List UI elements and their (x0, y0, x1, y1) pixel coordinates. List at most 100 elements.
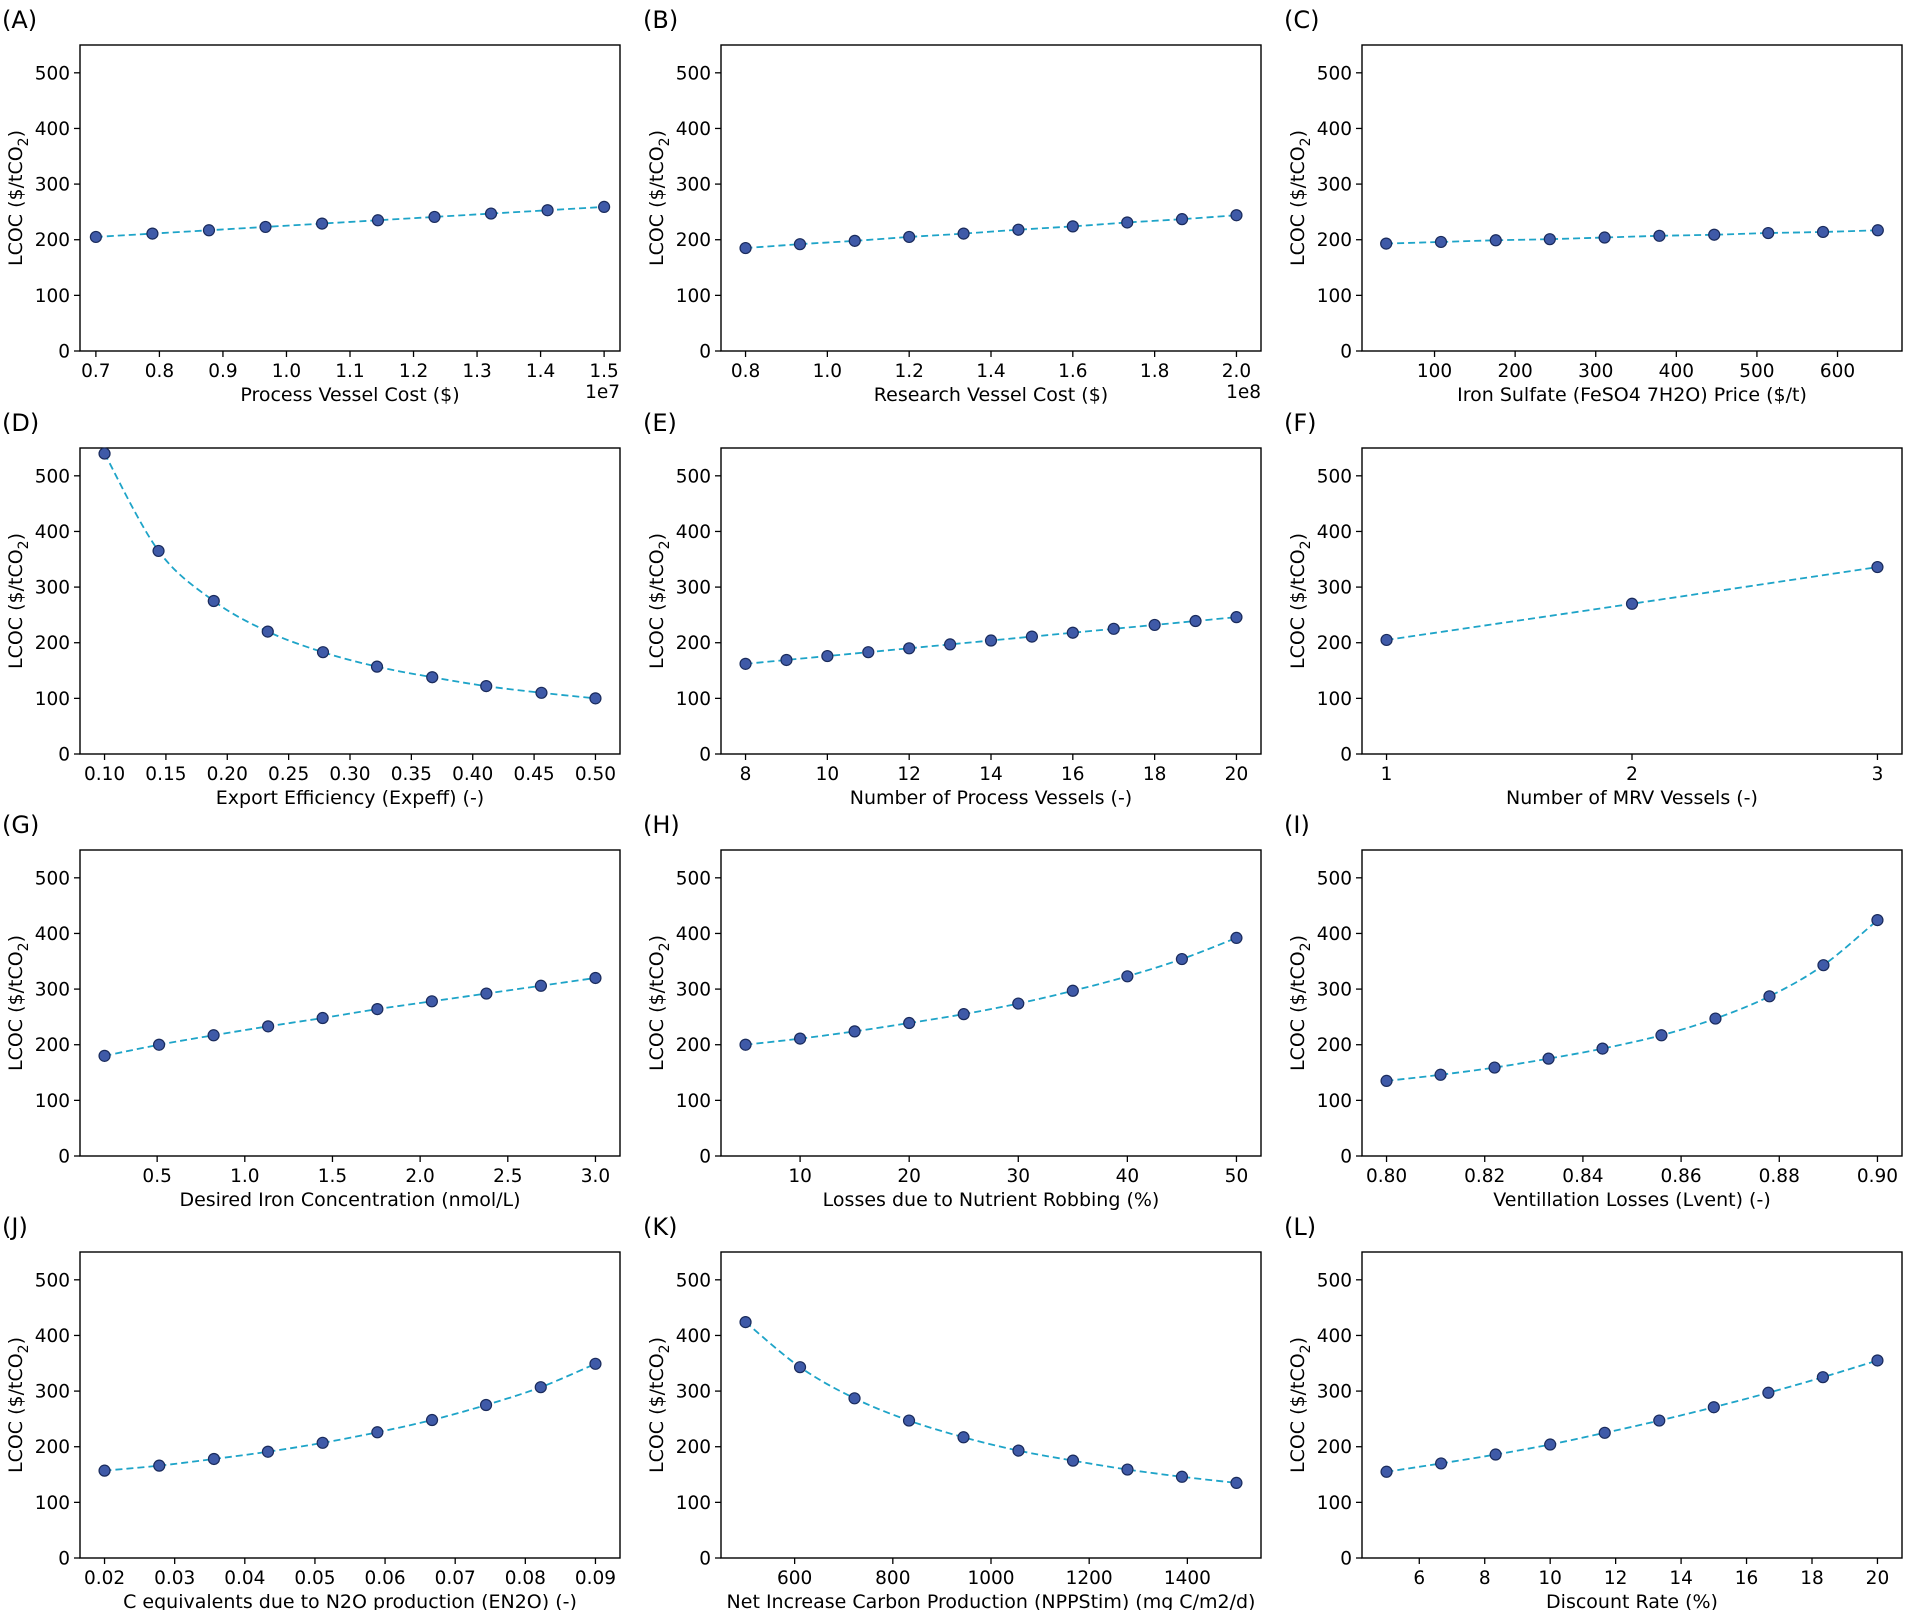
data-point (739, 657, 752, 670)
plot-frame (1361, 1251, 1903, 1559)
y-tick-label: 200 (676, 1035, 711, 1056)
panel-i: (I) 0 100 200 300 400 500 0.80 0.82 0.84 0.86 0.88 0… (1284, 811, 1903, 1211)
y-tick-label: 500 (1317, 466, 1352, 487)
y-tick-label: 300 (1317, 578, 1352, 599)
y-tick-label: 300 (1317, 175, 1352, 196)
y-axis-label: LCOC ($/tCO2) (5, 1337, 32, 1473)
x-tick-label: 0.80 (1366, 1166, 1407, 1187)
data-point (943, 638, 957, 651)
x-tick-label: 1000 (967, 1568, 1014, 1589)
series-line (1386, 1359, 1878, 1473)
x-tick-label: 0.08 (505, 1568, 546, 1589)
y-tick-label: 200 (676, 230, 711, 251)
y-tick-label: 200 (1317, 1035, 1352, 1056)
y-tick-label: 100 (35, 1493, 70, 1514)
plot-frame (79, 849, 621, 1157)
x-tick-label: 0.82 (1464, 1166, 1505, 1187)
y-axis-label-subscript: 2 (1298, 942, 1314, 951)
data-point (902, 1414, 916, 1427)
plot-frame (720, 44, 1262, 352)
data-point (428, 210, 441, 224)
data-point (207, 1029, 220, 1042)
data-point (862, 646, 875, 659)
data-point (1066, 220, 1079, 233)
panel-letter: (L) (1284, 1213, 1316, 1241)
y-tick-label: 400 (35, 1326, 70, 1347)
y-axis-label: LCOC ($/tCO2) (646, 1337, 673, 1473)
data-point (371, 1003, 384, 1016)
x-tick-label: 14 (979, 764, 1003, 785)
data-point (207, 1452, 221, 1466)
x-tick-label: 20 (1866, 1568, 1890, 1589)
x-axis-label: Desired Iron Concentration (nmol/L) (179, 1189, 520, 1211)
data-point (1066, 984, 1079, 997)
panel-j: (J) 0 100 200 300 400 500 0.02 0.03 0.04 0.05 0.06 0… (2, 1213, 621, 1610)
x-axis-label: C equivalents due to N2O production (EN2… (123, 1591, 577, 1610)
x-tick-label: 16 (1061, 764, 1085, 785)
y-axis-label: LCOC ($/tCO2) (1287, 533, 1314, 669)
data-point (793, 1361, 807, 1374)
data-point (480, 680, 493, 693)
x-tick-label: 2.5 (493, 1166, 522, 1187)
panel-letter: (I) (1284, 811, 1310, 839)
x-tick-label: 0.06 (364, 1568, 405, 1589)
data-point (371, 1426, 384, 1439)
x-offset-label: 1e8 (1226, 382, 1261, 403)
y-tick-label: 100 (676, 286, 711, 307)
x-tick-label: 8 (1479, 1568, 1491, 1589)
y-tick-label: 100 (676, 689, 711, 710)
plot-frame (79, 447, 621, 755)
data-point (1230, 611, 1243, 624)
x-tick-label: 3 (1872, 764, 1884, 785)
x-tick-label: 0.09 (575, 1568, 616, 1589)
x-tick-label: 2.0 (1222, 361, 1251, 382)
y-axis-label: LCOC ($/tCO2) (1287, 130, 1314, 266)
data-point (1817, 959, 1830, 972)
y-tick-label: 200 (1317, 230, 1352, 251)
x-tick-label: 0.88 (1759, 1166, 1800, 1187)
data-point (316, 1011, 329, 1025)
panel-d: (D) 0 100 200 300 400 500 0.10 0.15 0.20 0.25 0.30 0… (2, 409, 621, 809)
data-point (1230, 931, 1243, 945)
data-point (1871, 914, 1884, 927)
data-point (426, 671, 439, 684)
data-point (1189, 614, 1202, 628)
y-tick-label: 200 (35, 1035, 70, 1056)
y-tick-label: 100 (1317, 1493, 1352, 1514)
y-tick-label: 100 (1317, 689, 1352, 710)
x-tick-label: 400 (1659, 361, 1694, 382)
y-axis-label: LCOC ($/tCO2) (1287, 1337, 1314, 1473)
data-point (425, 995, 438, 1008)
x-tick-label: 0.8 (145, 361, 174, 382)
x-tick-label: 6 (1413, 1568, 1425, 1589)
data-point (152, 544, 165, 558)
data-point (1175, 1470, 1189, 1483)
y-axis-label: LCOC ($/tCO2) (1287, 935, 1314, 1071)
panel-letter: (E) (643, 409, 677, 437)
data-point (1708, 228, 1721, 241)
y-tick-label: 200 (676, 633, 711, 654)
data-point (535, 686, 548, 699)
y-tick-label: 400 (676, 522, 711, 543)
y-tick-label: 500 (676, 1270, 711, 1291)
y-tick-label: 400 (676, 924, 711, 945)
y-axis-label-end: ) (646, 935, 668, 942)
plot-frame (720, 849, 1262, 1157)
y-axis-label-main: LCOC ($/tCO (5, 146, 27, 266)
data-point (1489, 1448, 1502, 1461)
x-tick-label: 200 (1497, 361, 1532, 382)
y-tick-label: 200 (1317, 633, 1352, 654)
y-tick-label: 500 (676, 466, 711, 487)
y-axis-label-end: ) (1287, 533, 1309, 540)
x-axis-label: Discount Rate (%) (1546, 1591, 1718, 1610)
data-point (370, 660, 384, 673)
data-point (152, 1038, 166, 1051)
data-point (1655, 1029, 1668, 1042)
x-tick-label: 0.02 (84, 1568, 125, 1589)
data-point (739, 1038, 752, 1051)
y-axis-label-main: LCOC ($/tCO (5, 951, 27, 1071)
x-tick-label: 0.9 (208, 361, 237, 382)
y-axis-label: LCOC ($/tCO2) (5, 130, 32, 266)
panel-k: (K) 0 100 200 300 400 500 600 800 1000 1200 1400 Net… (643, 1213, 1262, 1610)
y-tick-label: 200 (35, 1437, 70, 1458)
